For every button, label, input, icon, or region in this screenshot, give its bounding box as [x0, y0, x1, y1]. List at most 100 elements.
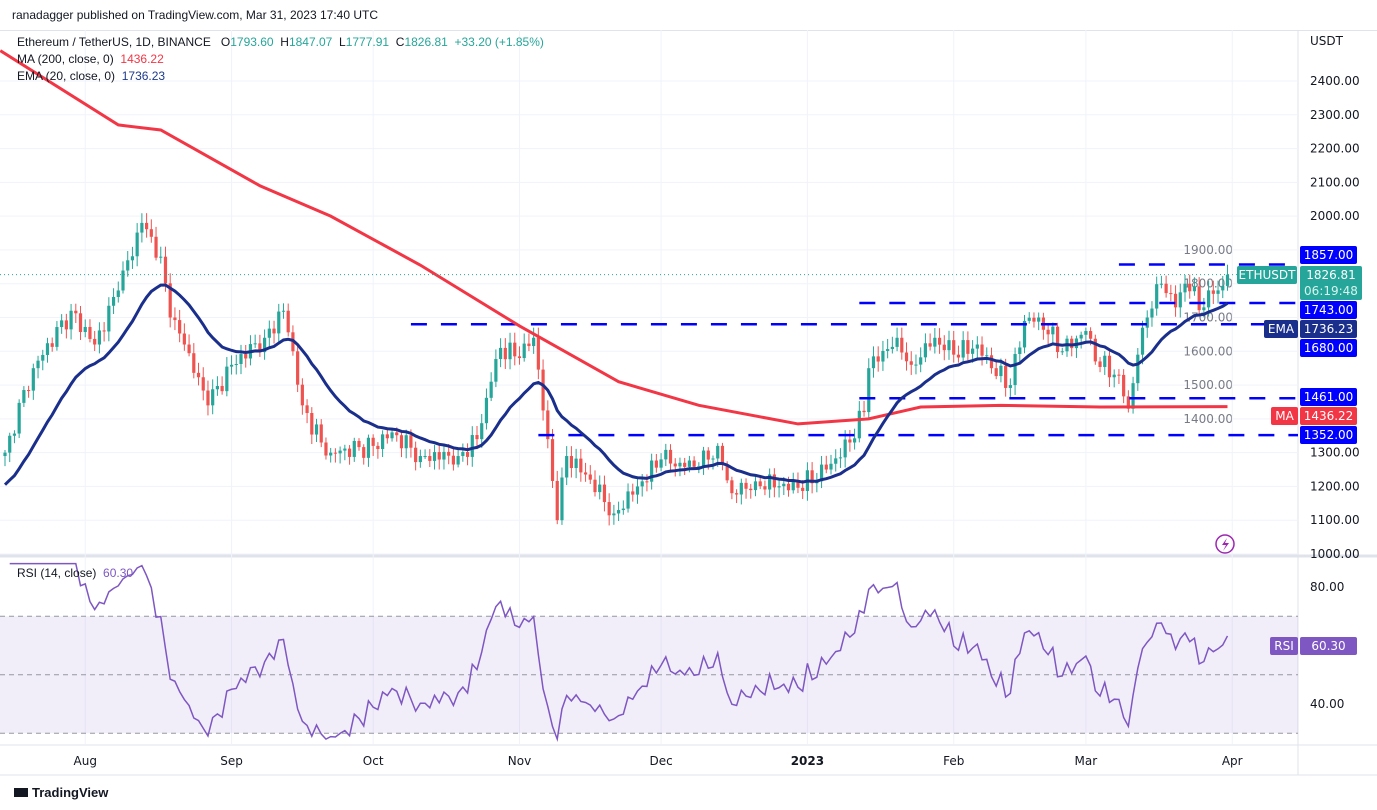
candle-body: [414, 447, 418, 463]
high-label: H: [280, 35, 289, 49]
candle-body: [1013, 354, 1017, 386]
candle-body: [621, 508, 625, 511]
candle-body: [876, 356, 880, 362]
ma-price-tag-bg: [1300, 407, 1357, 425]
candle-body: [895, 337, 899, 347]
candle-body: [772, 474, 776, 488]
candle-body: [371, 437, 375, 446]
ma-label-tag: MA: [1271, 407, 1298, 425]
candle-body: [305, 405, 309, 414]
candle-body: [777, 486, 781, 488]
candle-body: [1140, 327, 1145, 355]
candle-body: [88, 326, 92, 339]
candle-body: [782, 483, 786, 487]
candle-body: [1008, 385, 1012, 388]
candle-body: [145, 222, 149, 230]
candle-body: [187, 344, 191, 354]
candle-body: [395, 432, 399, 436]
candle-body: [484, 397, 489, 424]
ema-label-tag-bg: [1264, 320, 1298, 338]
candle-body: [560, 477, 564, 521]
candle-body: [1117, 374, 1121, 376]
candle-body: [1022, 320, 1027, 348]
candle-body: [55, 327, 59, 347]
candle-body: [461, 452, 465, 457]
ma-price-tag: 1436.22: [1300, 407, 1357, 425]
symbol-title: Ethereum / TetherUS, 1D, BINANCE: [17, 35, 211, 49]
ma-price-tag-text: 1436.22: [1304, 409, 1354, 423]
candle-body: [834, 458, 838, 464]
candle-body: [881, 350, 885, 362]
candle-body: [692, 460, 696, 467]
ema-label: EMA (20, close, 0): [17, 69, 116, 83]
candle-body: [650, 460, 654, 482]
candle-body: [966, 340, 970, 354]
countdown-timer: 06:19:48: [1304, 284, 1358, 298]
candle-body: [404, 435, 408, 449]
candle-body: [470, 435, 474, 457]
level-price-tag: 1743.00: [1300, 301, 1357, 319]
tradingview-logo[interactable]: TradingView: [14, 785, 108, 800]
candle-body: [928, 343, 932, 347]
ma-legend[interactable]: MA (200, close, 0) 1436.22: [17, 52, 164, 66]
ema-legend[interactable]: EMA (20, close, 0) 1736.23: [17, 69, 165, 83]
candle-body: [1093, 338, 1097, 362]
published-note: ranadagger published on TradingView.com,…: [12, 8, 379, 22]
candle-body: [1188, 283, 1192, 292]
candle-body: [499, 347, 503, 360]
candle-body: [362, 447, 366, 458]
low-value: 1777.91: [345, 35, 390, 49]
candle-body: [1216, 290, 1220, 294]
candle-body: [1126, 396, 1130, 409]
ema-price-tag: 1736.23: [1300, 320, 1357, 338]
candle-body: [720, 445, 725, 465]
rsi-label-tag-text: RSI: [1274, 639, 1294, 653]
candle-body: [654, 460, 658, 468]
candle-body: [867, 368, 871, 413]
candle-body: [215, 386, 219, 390]
ema-price-tag-text: 1736.23: [1304, 322, 1354, 336]
candle-body: [975, 344, 979, 349]
symbol-legend: Ethereum / TetherUS, 1D, BINANCE O1793.6…: [17, 35, 544, 49]
rsi-value: 60.30: [103, 566, 134, 580]
level-price-tag-text: 1461.00: [1304, 390, 1354, 404]
time-tick-label: Aug: [74, 754, 97, 768]
candle-body: [645, 481, 649, 483]
candle-body: [428, 456, 432, 461]
time-tick-label: Feb: [943, 754, 964, 768]
candle-body: [225, 366, 229, 392]
candle-body: [857, 410, 861, 439]
candle-body: [64, 320, 68, 330]
candle-body: [1221, 285, 1225, 291]
candle-body: [541, 369, 545, 411]
candle-body: [1145, 317, 1149, 328]
ema-label-tag: EMA: [1264, 320, 1298, 338]
candle-body: [1046, 329, 1050, 335]
candle-body: [971, 348, 975, 354]
rsi-tick-label: 40.00: [1310, 697, 1344, 711]
candle-body: [583, 472, 588, 475]
candle-body: [602, 484, 607, 503]
candle-body: [1192, 286, 1197, 292]
price-tick-label: 2100.00: [1310, 175, 1360, 189]
ma-value: 1436.22: [120, 52, 164, 66]
candle-body: [475, 435, 479, 440]
level-price-tag-text: 1857.00: [1304, 248, 1354, 262]
candle-body: [701, 450, 706, 467]
price-tick-label: 2300.00: [1310, 108, 1360, 122]
candle-body: [60, 320, 64, 328]
candle-body: [923, 343, 927, 358]
candle-body: [739, 482, 743, 495]
candle-body: [1089, 331, 1093, 339]
candle-body: [329, 452, 333, 456]
rsi-legend[interactable]: RSI (14, close) 60.30: [17, 566, 133, 580]
candle-body: [12, 433, 17, 436]
candle-body: [956, 354, 961, 358]
price-tick-label: 1500.00: [1183, 378, 1233, 392]
level-price-tag: 1857.00: [1300, 246, 1357, 264]
candle-body: [862, 410, 866, 413]
level-price-tag-bg: [1300, 339, 1357, 357]
price-tick-label: 1400.00: [1183, 412, 1233, 426]
candle-body: [480, 423, 484, 440]
